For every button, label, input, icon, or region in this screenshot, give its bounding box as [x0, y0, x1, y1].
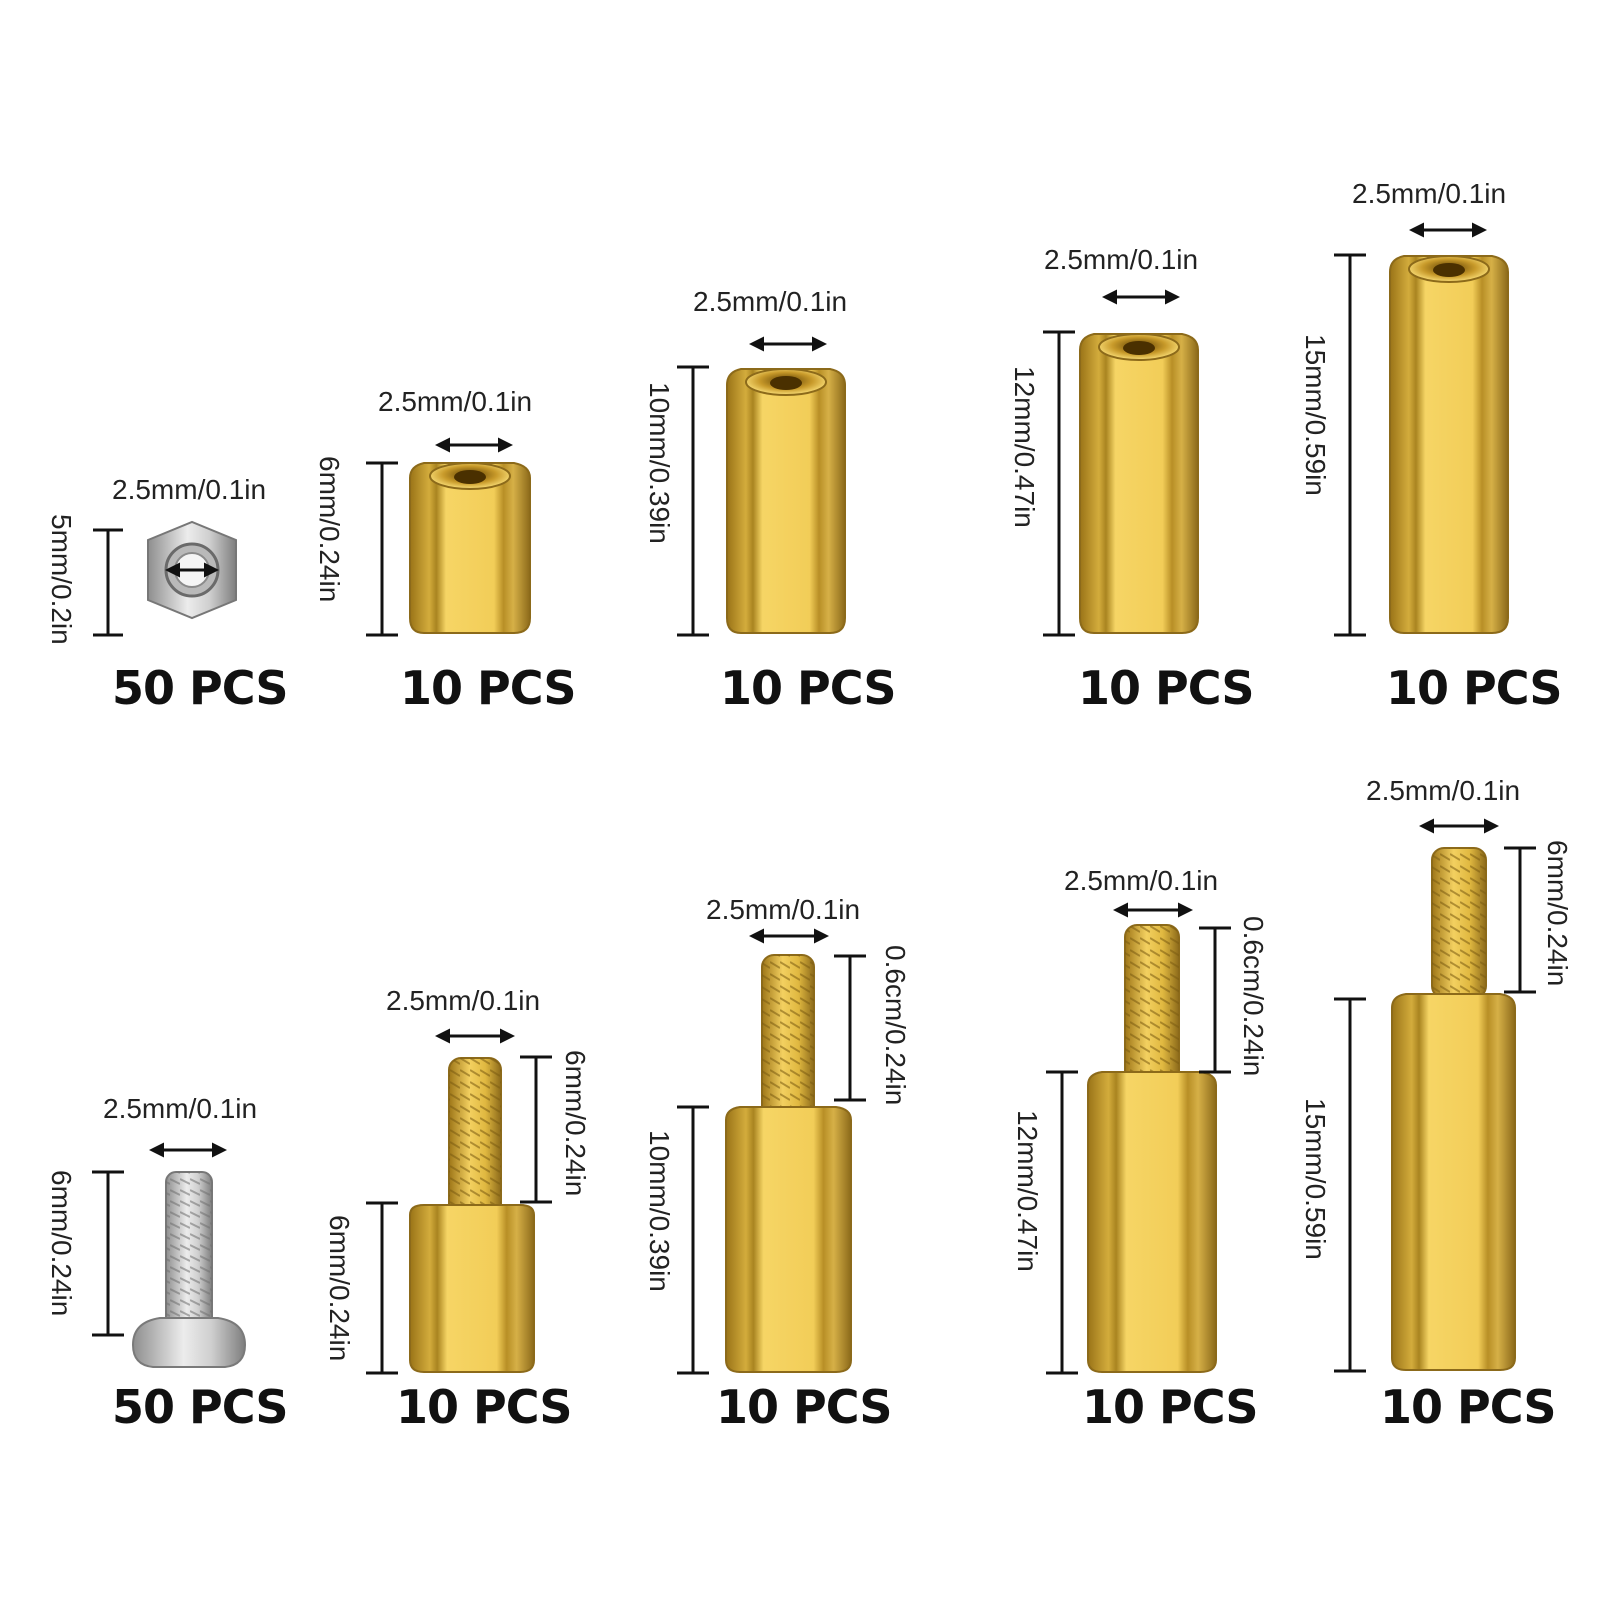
- standoff-6mm-group: 2.5mm/0.1in 6mm/0.24in 10 PCS: [314, 386, 576, 715]
- standoff-height-label: 6mm/0.24in: [324, 1215, 355, 1361]
- standoff-diameter-label: 2.5mm/0.1in: [1352, 178, 1506, 209]
- height-bracket: [1334, 997, 1366, 1373]
- standoff-thread-label: 6mm/0.24in: [1542, 840, 1573, 986]
- screw-group: 2.5mm/0.1in 6mm/0.24in 50 PCS: [46, 1093, 288, 1434]
- height-bracket: [677, 1105, 709, 1375]
- height-bracket: [366, 1201, 398, 1375]
- standoff-body: [1389, 255, 1509, 634]
- nut-diameter-label: 2.5mm/0.1in: [112, 474, 266, 505]
- standoff-diameter-label: 2.5mm/0.1in: [1044, 244, 1198, 275]
- height-bracket: [366, 461, 398, 637]
- standoff-height-label: 15mm/0.59in: [1300, 334, 1331, 496]
- screw-height-label: 6mm/0.24in: [46, 1170, 77, 1316]
- standoff-height-label: 6mm/0.24in: [314, 456, 345, 602]
- thread-bracket: [1504, 846, 1536, 994]
- standoff-height-label: 10mm/0.39in: [644, 382, 675, 544]
- standoff-diameter-label: 2.5mm/0.1in: [706, 894, 860, 925]
- thread-bracket: [520, 1055, 552, 1204]
- standoff-body: [1087, 1071, 1217, 1373]
- standoff-diameter-label: 2.5mm/0.1in: [1366, 775, 1520, 806]
- nut-height-label: 5mm/0.2in: [46, 514, 77, 645]
- mf-standoff-10mm-group: 2.5mm/0.1in 0.6cm/0.24in 10mm/0.39in 10 …: [644, 894, 911, 1434]
- standoff-quantity: 10 PCS: [400, 661, 575, 715]
- standoff-body: [409, 1204, 535, 1373]
- standoff-body: [726, 368, 846, 634]
- height-bracket: [92, 1170, 124, 1337]
- nut-quantity: 50 PCS: [112, 661, 287, 715]
- screw-quantity: 50 PCS: [112, 1380, 287, 1434]
- standoff-height-label: 12mm/0.47in: [1009, 366, 1040, 528]
- standoff-height-label: 15mm/0.59in: [1300, 1098, 1331, 1260]
- standoff-quantity: 10 PCS: [1386, 661, 1561, 715]
- standoff-15mm-group: 2.5mm/0.1in 15mm/0.59in 10 PCS: [1300, 178, 1562, 715]
- standoff-10mm-group: 2.5mm/0.1in 10mm/0.39in 10 PCS: [644, 286, 896, 715]
- standoff-body: [1079, 333, 1199, 634]
- standoff-12mm-group: 2.5mm/0.1in 12mm/0.47in 10 PCS: [1009, 244, 1254, 715]
- hex-nut-group: 2.5mm/0.1in 5mm/0.2in 50 PCS: [46, 474, 288, 715]
- mf-standoff-12mm-group: 2.5mm/0.1in 0.6cm/0.24in 12mm/0.47in 10 …: [1012, 865, 1269, 1434]
- height-bracket: [677, 365, 709, 637]
- mf-standoff-6mm-group: 2.5mm/0.1in 6mm/0.24in 6mm/0.24in 10 PCS: [324, 985, 591, 1434]
- standoff-height-label: 12mm/0.47in: [1012, 1110, 1043, 1272]
- standoff-diameter-label: 2.5mm/0.1in: [1064, 865, 1218, 896]
- standoff-quantity: 10 PCS: [720, 661, 895, 715]
- standoff-quantity: 10 PCS: [1078, 661, 1253, 715]
- height-bracket: [1046, 1070, 1078, 1375]
- standoff-quantity: 10 PCS: [716, 1380, 891, 1434]
- standoff-quantity: 10 PCS: [396, 1380, 571, 1434]
- screw-diameter-label: 2.5mm/0.1in: [103, 1093, 257, 1124]
- standoff-diameter-label: 2.5mm/0.1in: [386, 985, 540, 1016]
- standoff-diameter-label: 2.5mm/0.1in: [378, 386, 532, 417]
- standoff-body: [409, 462, 531, 634]
- standoff-quantity: 10 PCS: [1380, 1380, 1555, 1434]
- standoff-diameter-label: 2.5mm/0.1in: [693, 286, 847, 317]
- mf-standoff-15mm-group: 2.5mm/0.1in 6mm/0.24in 15mm/0.59in 10 PC…: [1300, 775, 1573, 1434]
- thread-bracket: [834, 954, 866, 1102]
- height-bracket: [93, 528, 123, 637]
- thread-bracket: [1199, 926, 1231, 1074]
- height-bracket: [1043, 330, 1075, 637]
- standoff-body: [725, 1106, 852, 1373]
- standoff-quantity: 10 PCS: [1082, 1380, 1257, 1434]
- standoff-thread-label: 0.6cm/0.24in: [880, 945, 911, 1105]
- standoff-thread-label: 0.6cm/0.24in: [1238, 916, 1269, 1076]
- standoff-thread-label: 6mm/0.24in: [560, 1050, 591, 1196]
- height-bracket: [1334, 253, 1366, 637]
- standoff-height-label: 10mm/0.39in: [644, 1130, 675, 1292]
- screw-head-icon: [131, 1317, 247, 1368]
- standoff-body: [1391, 993, 1516, 1371]
